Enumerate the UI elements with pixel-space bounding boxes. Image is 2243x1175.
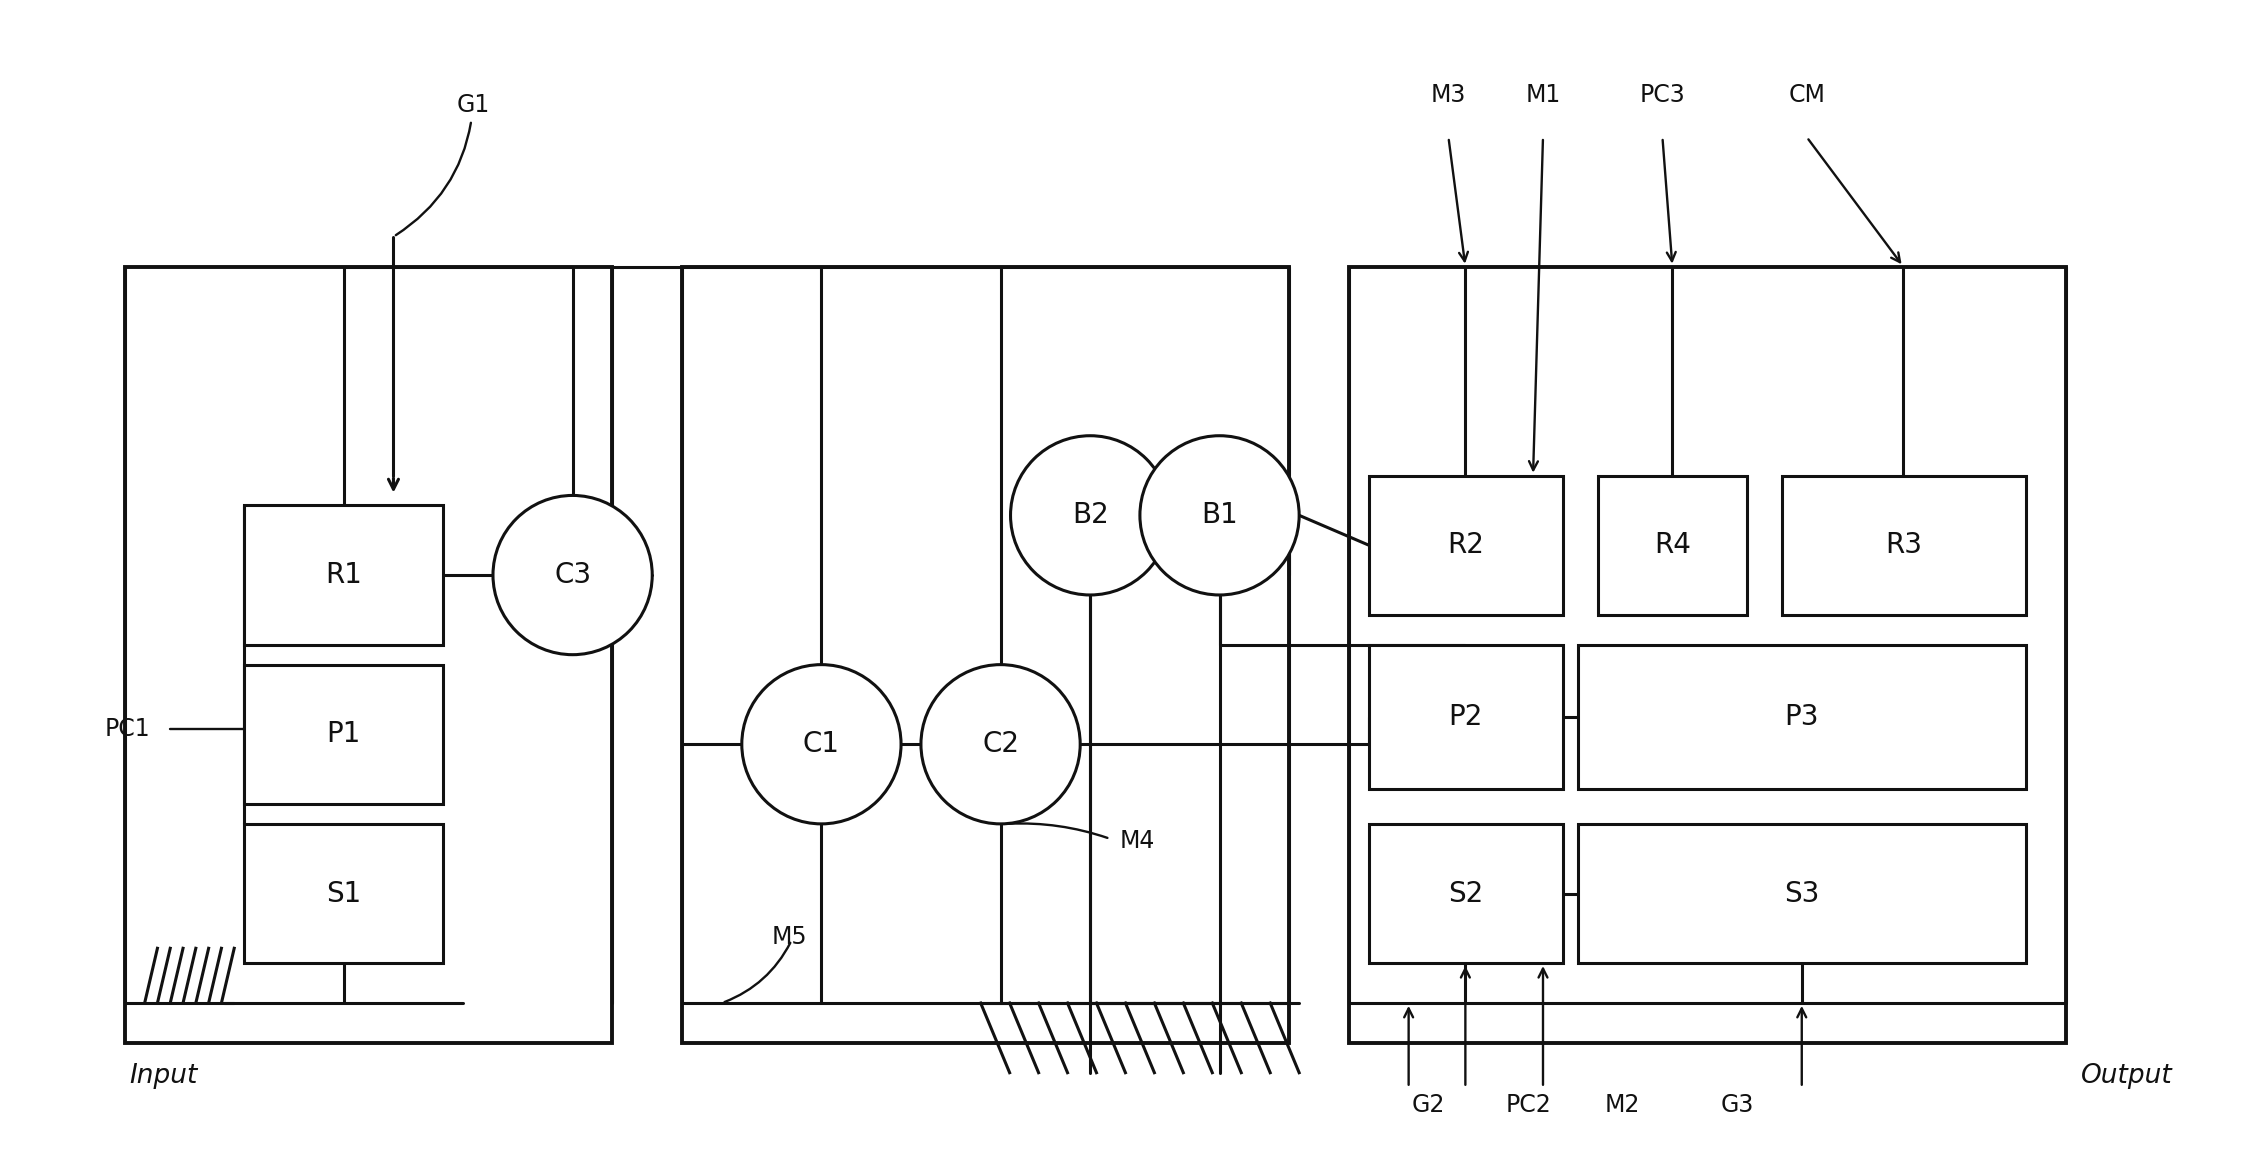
Circle shape — [742, 665, 902, 824]
Text: G1: G1 — [395, 93, 489, 235]
Text: B1: B1 — [1202, 502, 1238, 530]
Bar — [1781, 476, 2025, 615]
Bar — [126, 267, 612, 1043]
Text: M3: M3 — [1431, 83, 1467, 107]
Text: Output: Output — [2082, 1062, 2171, 1089]
Text: M1: M1 — [1525, 83, 1561, 107]
Text: R1: R1 — [325, 560, 361, 589]
Text: P2: P2 — [1449, 703, 1483, 731]
Text: S1: S1 — [325, 880, 361, 907]
Bar — [244, 665, 444, 804]
Text: C3: C3 — [554, 560, 592, 589]
Bar — [1368, 824, 1563, 964]
Text: M2: M2 — [1606, 1094, 1640, 1117]
Text: P1: P1 — [327, 720, 361, 748]
Bar — [1577, 645, 2025, 790]
Text: B2: B2 — [1072, 502, 1108, 530]
Text: M5: M5 — [772, 926, 807, 949]
Text: CM: CM — [1788, 83, 1826, 107]
Bar — [1597, 476, 1747, 615]
Bar — [682, 267, 1290, 1043]
Text: C1: C1 — [803, 730, 839, 758]
Text: G2: G2 — [1411, 1094, 1444, 1117]
Text: S2: S2 — [1449, 880, 1483, 907]
Text: S3: S3 — [1783, 880, 1819, 907]
Bar — [1368, 476, 1563, 615]
Circle shape — [922, 665, 1081, 824]
Text: R4: R4 — [1653, 531, 1691, 559]
Text: PC2: PC2 — [1505, 1094, 1550, 1117]
Text: Input: Input — [130, 1062, 197, 1089]
Text: P3: P3 — [1785, 703, 1819, 731]
Text: R3: R3 — [1886, 531, 1922, 559]
Text: M4: M4 — [1119, 828, 1155, 853]
Bar — [1348, 267, 2066, 1043]
Bar — [1577, 824, 2025, 964]
Text: R2: R2 — [1447, 531, 1485, 559]
Text: G3: G3 — [1720, 1094, 1754, 1117]
Bar — [244, 824, 444, 964]
Bar — [244, 505, 444, 645]
Circle shape — [1139, 436, 1299, 595]
Circle shape — [493, 496, 653, 654]
Text: PC1: PC1 — [105, 717, 150, 741]
Circle shape — [1012, 436, 1171, 595]
Text: PC3: PC3 — [1640, 83, 1684, 107]
Text: C2: C2 — [982, 730, 1018, 758]
Bar — [1368, 645, 1563, 790]
